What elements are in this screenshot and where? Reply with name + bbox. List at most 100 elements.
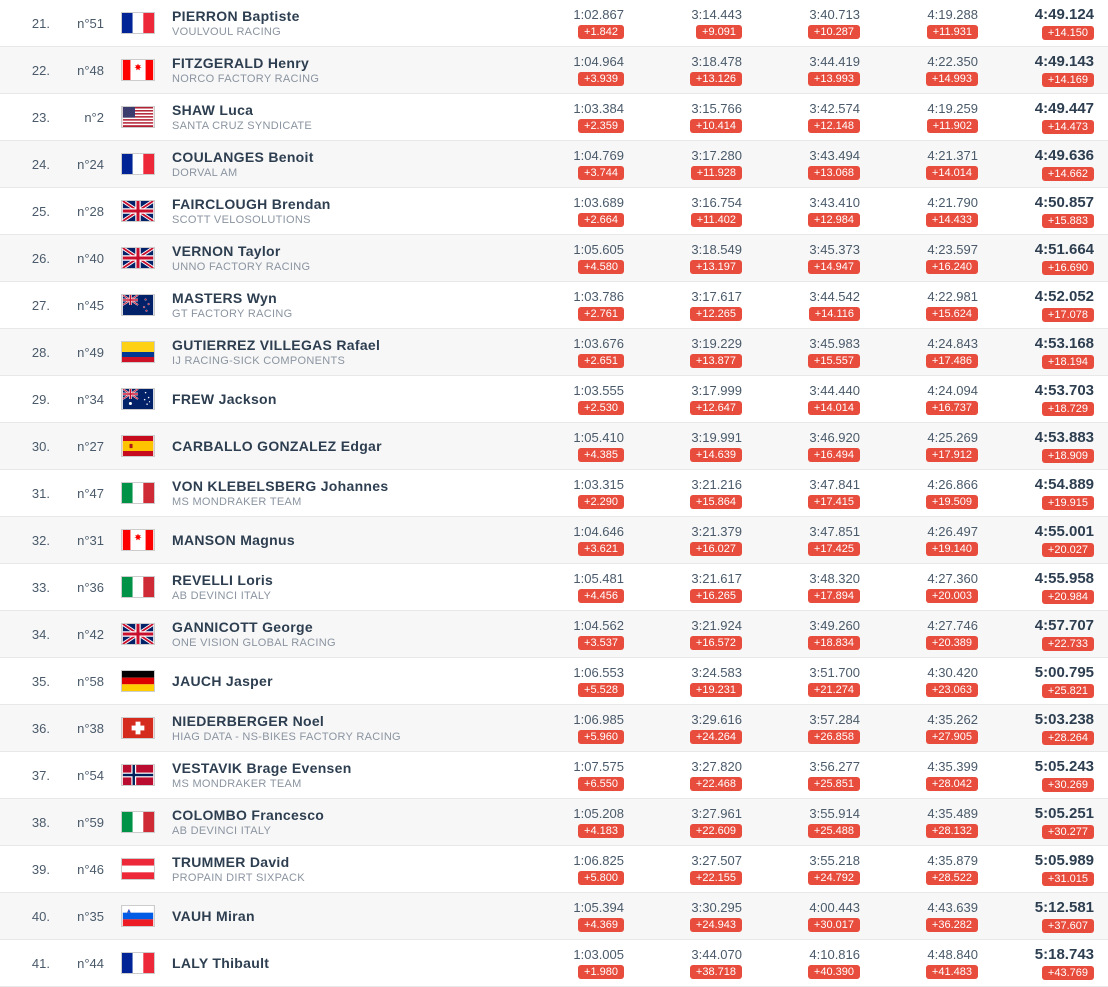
split-diff: +12.984 bbox=[808, 213, 860, 227]
split-diff: +21.274 bbox=[808, 683, 860, 697]
rider-info: FITZGERALD Henry NORCO FACTORY RACING bbox=[160, 55, 460, 85]
final-time-col: 4:50.857 +15.883 bbox=[988, 194, 1108, 228]
bib-number: n°51 bbox=[58, 16, 116, 31]
split-diff: +16.572 bbox=[690, 636, 742, 650]
position: 30. bbox=[0, 439, 58, 454]
bib-number: n°42 bbox=[58, 627, 116, 642]
split-diff: +13.877 bbox=[690, 354, 742, 368]
split-diff: +22.468 bbox=[690, 777, 742, 791]
country-flag bbox=[116, 576, 160, 598]
split-time: 4:10.816 bbox=[752, 947, 860, 962]
final-time: 5:05.243 bbox=[988, 758, 1094, 775]
split-time: 3:45.983 bbox=[752, 336, 860, 351]
split-diff: +22.155 bbox=[690, 871, 742, 885]
final-time: 4:50.857 bbox=[988, 194, 1094, 211]
country-flag bbox=[116, 200, 160, 222]
position: 36. bbox=[0, 721, 58, 736]
result-row: 28. n°49 GUTIERREZ VILLEGAS Rafael IJ RA… bbox=[0, 329, 1108, 376]
split-2: 3:44.070+38.718 bbox=[634, 947, 752, 979]
result-row: 40. n°35 VAUH Miran 1:05.394+4.3693:30.2… bbox=[0, 893, 1108, 940]
final-time: 4:49.124 bbox=[988, 6, 1094, 23]
split-time: 3:42.574 bbox=[752, 101, 860, 116]
final-time-col: 5:00.795 +25.821 bbox=[988, 664, 1108, 698]
final-diff: +14.169 bbox=[1042, 73, 1094, 87]
split-4: 4:24.094+16.737 bbox=[870, 383, 988, 415]
split-time: 4:26.497 bbox=[870, 524, 978, 539]
country-flag bbox=[116, 858, 160, 880]
team-name: GT FACTORY RACING bbox=[172, 308, 460, 320]
split-time: 3:30.295 bbox=[634, 900, 742, 915]
country-flag bbox=[116, 952, 160, 974]
final-time-col: 5:12.581 +37.607 bbox=[988, 899, 1108, 933]
split-time: 4:35.489 bbox=[870, 806, 978, 821]
rider-name: CARBALLO GONZALEZ Edgar bbox=[172, 438, 460, 454]
final-diff: +14.662 bbox=[1042, 167, 1094, 181]
split-time: 1:02.867 bbox=[516, 7, 624, 22]
result-row: 29. n°34 FREW Jackson 1:03.555+2.5303:17… bbox=[0, 376, 1108, 423]
country-flag bbox=[116, 341, 160, 363]
splits-group: 1:04.769+3.7443:17.280+11.9283:43.494+13… bbox=[460, 148, 988, 180]
bib-number: n°38 bbox=[58, 721, 116, 736]
splits-group: 1:05.481+4.4563:21.617+16.2653:48.320+17… bbox=[460, 571, 988, 603]
split-4: 4:19.259+11.902 bbox=[870, 101, 988, 133]
split-diff: +12.647 bbox=[690, 401, 742, 415]
bib-number: n°27 bbox=[58, 439, 116, 454]
rider-info: TRUMMER David PROPAIN DIRT SIXPACK bbox=[160, 854, 460, 884]
result-row: 41. n°44 LALY Thibault 1:03.005+1.9803:4… bbox=[0, 940, 1108, 987]
split-time: 1:05.481 bbox=[516, 571, 624, 586]
position: 21. bbox=[0, 16, 58, 31]
split-1: 1:03.315+2.290 bbox=[516, 477, 634, 509]
split-diff: +26.858 bbox=[808, 730, 860, 744]
split-diff: +14.433 bbox=[926, 213, 978, 227]
country-flag bbox=[116, 623, 160, 645]
split-3: 3:47.851+17.425 bbox=[752, 524, 870, 556]
split-time: 1:05.605 bbox=[516, 242, 624, 257]
splits-group: 1:05.394+4.3693:30.295+24.9434:00.443+30… bbox=[460, 900, 988, 932]
split-1: 1:05.208+4.183 bbox=[516, 806, 634, 838]
rider-name: FAIRCLOUGH Brendan bbox=[172, 196, 460, 212]
split-3: 3:42.574+12.148 bbox=[752, 101, 870, 133]
results-table: 21. n°51 PIERRON Baptiste VOULVOUL RACIN… bbox=[0, 0, 1108, 987]
rider-info: COULANGES Benoit DORVAL AM bbox=[160, 149, 460, 179]
team-name: SCOTT VELOSOLUTIONS bbox=[172, 214, 460, 226]
split-3: 3:57.284+26.858 bbox=[752, 712, 870, 744]
result-row: 31. n°47 VON KLEBELSBERG Johannes MS MON… bbox=[0, 470, 1108, 517]
split-diff: +17.425 bbox=[808, 542, 860, 556]
final-time-col: 4:52.052 +17.078 bbox=[988, 288, 1108, 322]
final-diff: +18.909 bbox=[1042, 449, 1094, 463]
splits-group: 1:03.689+2.6643:16.754+11.4023:43.410+12… bbox=[460, 195, 988, 227]
split-3: 3:40.713+10.287 bbox=[752, 7, 870, 39]
split-2: 3:18.549+13.197 bbox=[634, 242, 752, 274]
split-time: 3:40.713 bbox=[752, 7, 860, 22]
result-row: 27. n°45 MASTERS Wyn GT FACTORY RACING 1… bbox=[0, 282, 1108, 329]
split-diff: +28.132 bbox=[926, 824, 978, 838]
final-diff: +14.150 bbox=[1042, 26, 1094, 40]
split-time: 4:35.879 bbox=[870, 853, 978, 868]
result-row: 33. n°36 REVELLI Loris AB DEVINCI ITALY … bbox=[0, 564, 1108, 611]
split-time: 4:26.866 bbox=[870, 477, 978, 492]
splits-group: 1:04.646+3.6213:21.379+16.0273:47.851+17… bbox=[460, 524, 988, 556]
team-name: DORVAL AM bbox=[172, 167, 460, 179]
split-time: 4:35.262 bbox=[870, 712, 978, 727]
result-row: 24. n°24 COULANGES Benoit DORVAL AM 1:04… bbox=[0, 141, 1108, 188]
position: 34. bbox=[0, 627, 58, 642]
rider-info: SHAW Luca SANTA CRUZ SYNDICATE bbox=[160, 102, 460, 132]
split-diff: +19.509 bbox=[926, 495, 978, 509]
split-4: 4:30.420+23.063 bbox=[870, 665, 988, 697]
splits-group: 1:06.985+5.9603:29.616+24.2643:57.284+26… bbox=[460, 712, 988, 744]
split-4: 4:21.371+14.014 bbox=[870, 148, 988, 180]
position: 29. bbox=[0, 392, 58, 407]
split-1: 1:06.553+5.528 bbox=[516, 665, 634, 697]
splits-group: 1:04.964+3.9393:18.478+13.1263:44.419+13… bbox=[460, 54, 988, 86]
final-time: 5:00.795 bbox=[988, 664, 1094, 681]
split-1: 1:05.605+4.580 bbox=[516, 242, 634, 274]
split-1: 1:03.384+2.359 bbox=[516, 101, 634, 133]
split-diff: +22.609 bbox=[690, 824, 742, 838]
splits-group: 1:06.825+5.8003:27.507+22.1553:55.218+24… bbox=[460, 853, 988, 885]
split-time: 1:05.410 bbox=[516, 430, 624, 445]
country-flag bbox=[116, 529, 160, 551]
split-time: 3:49.260 bbox=[752, 618, 860, 633]
split-diff: +25.488 bbox=[808, 824, 860, 838]
split-3: 3:49.260+18.834 bbox=[752, 618, 870, 650]
final-diff: +20.027 bbox=[1042, 543, 1094, 557]
